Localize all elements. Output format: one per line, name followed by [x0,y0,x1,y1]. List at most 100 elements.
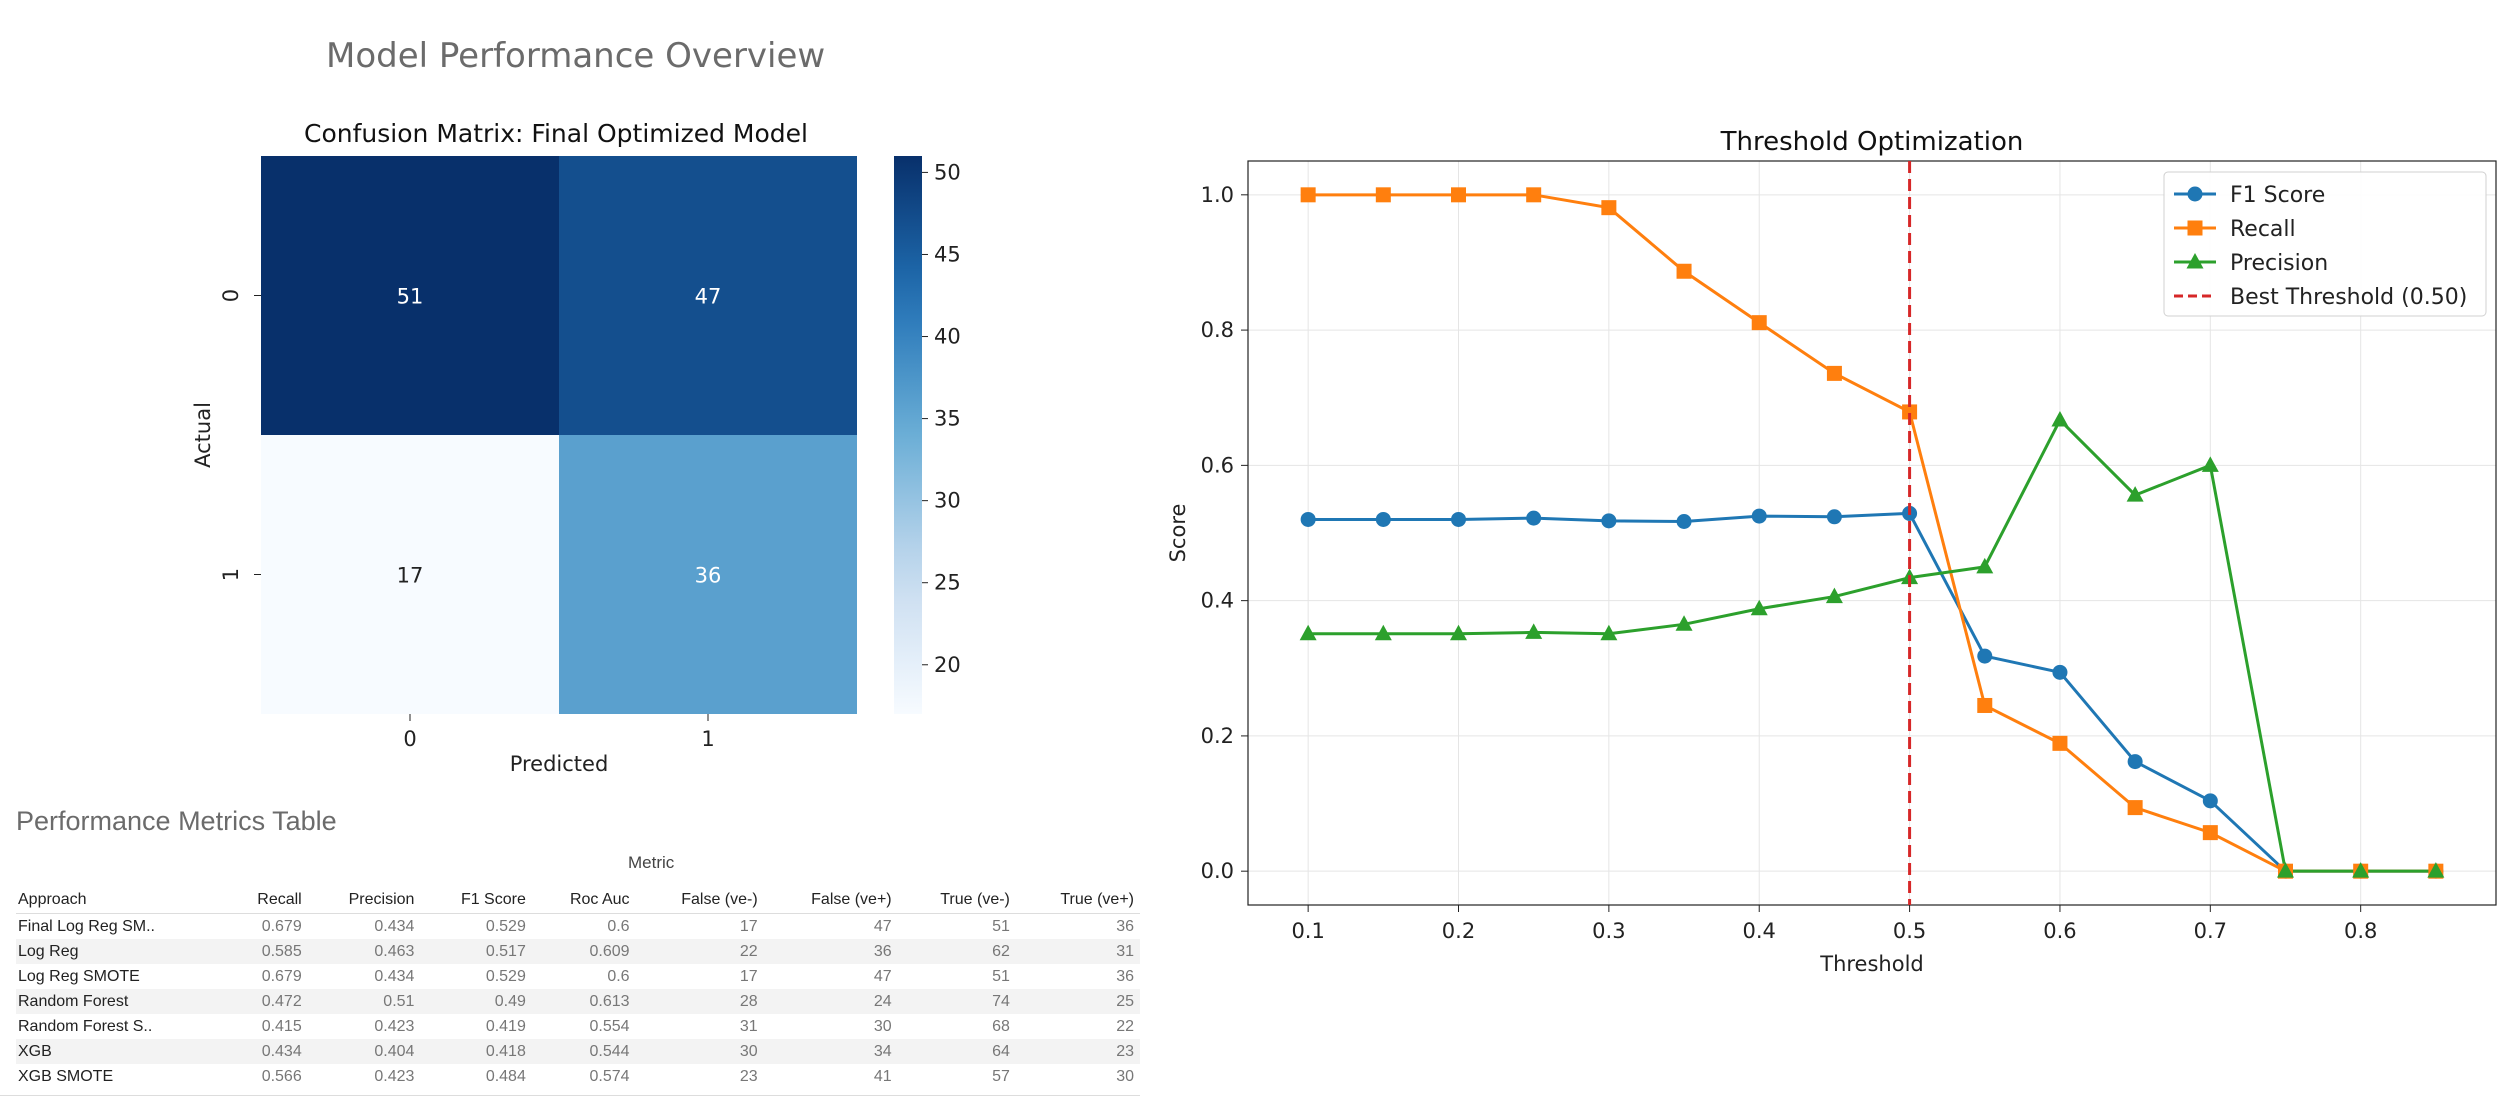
metric-cell: 0.463 [307,939,421,964]
data-point [2052,735,2068,751]
metric-cell: 0.434 [225,1039,308,1064]
data-point [1826,509,1842,525]
column-header[interactable]: Approach [16,887,226,914]
metric-cell: 57 [992,1067,1010,1085]
column-header[interactable]: False (ve+) [763,887,898,914]
colorbar-tick-label: 35 [934,407,961,431]
table-row[interactable]: Final Log Reg SM.. 0.679 0.434 0.529 0.6 17 47… [16,914,1140,940]
column-header[interactable]: Precision [307,887,421,914]
colorbar-tick-label: 45 [934,242,961,266]
metric-cell: 0.529 [485,967,526,985]
metric-cell: 22 [1116,1017,1134,1035]
legend-label: Recall [2230,217,2296,242]
column-header[interactable]: F1 Score [420,887,532,914]
metric-cell: 62 [897,939,1016,964]
x-tick-label: 0.4 [1743,919,1776,943]
table-row[interactable]: XGB 0.434 0.404 0.418 0.544 30 34 64 23 [16,1039,1140,1064]
table-row[interactable]: Random Forest S.. 0.415 0.423 0.419 0.554 31 3… [16,1014,1140,1039]
metric-cell: 0.613 [531,989,636,1014]
column-header[interactable]: Recall [225,887,308,914]
data-point [2127,754,2143,770]
heatmap-cell-label: 36 [695,564,722,588]
table-row[interactable]: XGB SMOTE 0.566 0.423 0.484 0.574 23 41 57 30 [16,1064,1140,1089]
series-line [1308,193,2436,873]
confusion-matrix-chart: Confusion Matrix: Final Optimized Model 5… [191,119,961,776]
x-tick-label: 0.7 [2194,919,2227,943]
metric-cell: 0.574 [589,1067,630,1085]
data-point [1450,624,1468,641]
data-point [1601,513,1617,529]
metric-cell: 0.566 [261,1067,302,1085]
data-point [1826,365,1842,381]
column-header[interactable]: True (ve-) [897,887,1016,914]
colorbar [894,156,922,714]
data-point [2051,411,2069,427]
metric-cell: 17 [739,917,758,935]
metric-cell: 36 [1116,967,1134,985]
data-point [2127,800,2143,816]
colorbar-tick-label: 40 [934,325,961,349]
y-tick-label: 0.0 [1201,859,1234,883]
approach-cell: Log Reg SMOTE [18,967,140,985]
confusion-matrix-title: Confusion Matrix: Final Optimized Model [304,119,808,148]
approach-cell: Final Log Reg SM.. [18,917,155,935]
data-point [1375,511,1391,527]
data-point [1977,648,1993,664]
metric-cell: 0.609 [531,939,636,964]
legend-box [2163,171,2487,317]
metric-cell: 0.434 [374,917,415,935]
metric-cell: 0.404 [307,1039,421,1064]
table-row[interactable]: Random Forest 0.472 0.51 0.49 0.613 28 24 74 25 [16,989,1140,1014]
metric-cell: 0.679 [261,967,302,985]
metric-cell: 0.418 [420,1039,532,1064]
x-axis-label: Predicted [510,752,609,776]
approach-cell: Random Forest [16,989,226,1014]
metric-cell: 41 [873,1067,892,1085]
approach-cell: XGB [16,1039,226,1064]
y-tick-label: 0.4 [1201,589,1234,613]
y-axis-label: Score [1166,504,1190,563]
approach-cell: Log Reg [16,939,226,964]
data-point [1751,508,1767,524]
data-point [1676,263,1692,279]
data-point [1451,511,1467,527]
table-row[interactable]: Log Reg 0.585 0.463 0.517 0.609 22 36 62 31 [16,939,1140,964]
heatmap-cell-label: 17 [397,564,424,588]
metric-cell: 17 [739,967,758,985]
plot-frame [1247,160,2497,906]
y-tick-label: 0 [219,289,243,302]
metric-cell: 0.423 [374,1017,415,1035]
colorbar-tick-label: 50 [934,160,961,184]
metric-cell: 0.529 [485,917,526,935]
y-tick-label: 0.2 [1201,724,1234,748]
column-header[interactable]: False (ve-) [635,887,764,914]
metric-cell: 0.554 [589,1017,630,1035]
metric-cell: 31 [739,1017,758,1035]
data-point [1374,624,1392,641]
metric-cell: 30 [635,1039,764,1064]
metric-cell: 0.6 [607,917,630,935]
heatmap-cell-label: 47 [695,285,722,309]
metric-cell: 0.484 [485,1067,526,1085]
data-point [1300,187,1316,203]
metric-cell: 47 [873,967,892,985]
y-tick-label: 0.8 [1201,318,1234,342]
data-point [2201,456,2219,472]
metric-cell: 36 [1116,917,1134,935]
y-axis-label: Actual [191,402,215,468]
table-row[interactable]: Log Reg SMOTE 0.679 0.434 0.529 0.6 17 47 51 36 [16,964,1140,989]
metric-cell: 23 [1015,1039,1140,1064]
heatmap-cell [261,156,559,435]
metric-cell: 0.419 [485,1017,526,1035]
data-point [1751,315,1767,331]
metric-cell: 30 [873,1017,892,1035]
performance-metrics-table: Approach Recall Precision F1 Score Roc A… [16,887,1140,1089]
column-header[interactable]: True (ve+) [1015,887,1140,914]
data-point [1525,623,1543,639]
dashboard-title: Model Performance Overview [326,36,826,76]
column-header[interactable]: Roc Auc [531,887,636,914]
y-tick-label: 1 [219,568,243,581]
colorbar-tick-label: 20 [934,653,961,677]
metric-cell: 0.6 [607,967,630,985]
metric-cell: 24 [763,989,898,1014]
